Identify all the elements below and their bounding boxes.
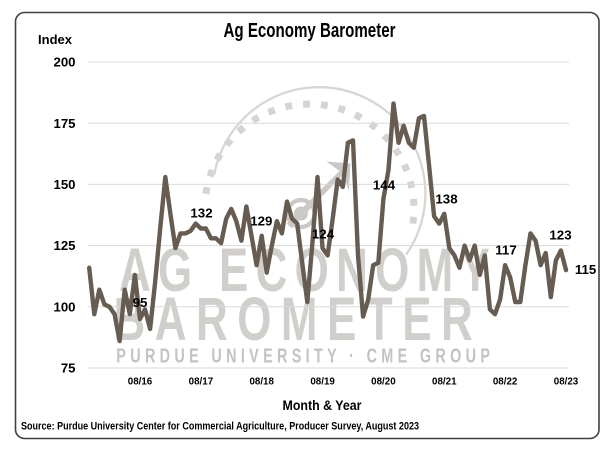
svg-text:Ag Economy Barometer: Ag Economy Barometer [224,20,396,42]
svg-text:08/17: 08/17 [189,375,214,387]
svg-text:08/22: 08/22 [493,375,518,387]
svg-text:117: 117 [495,242,516,257]
svg-text:75: 75 [61,361,76,376]
svg-text:115: 115 [575,262,597,277]
svg-text:124: 124 [312,227,335,242]
svg-text:08/19: 08/19 [310,375,335,387]
svg-text:08/18: 08/18 [249,375,274,387]
svg-text:08/20: 08/20 [371,375,396,387]
svg-text:150: 150 [53,177,75,192]
svg-text:Source: Purdue University Cent: Source: Purdue University Center for Com… [21,421,419,433]
svg-text:Index: Index [38,32,73,47]
svg-text:200: 200 [53,55,75,70]
svg-text:95: 95 [133,295,148,310]
svg-text:129: 129 [250,214,272,229]
svg-text:125: 125 [53,238,75,253]
svg-text:08/21: 08/21 [432,375,457,387]
svg-text:138: 138 [435,192,457,207]
svg-text:Month & Year: Month & Year [283,398,363,413]
svg-text:08/16: 08/16 [128,375,153,387]
svg-text:100: 100 [53,299,75,314]
svg-text:08/23: 08/23 [554,375,579,387]
svg-text:123: 123 [549,228,571,243]
svg-text:144: 144 [373,178,396,193]
svg-text:175: 175 [53,116,75,131]
svg-text:BAROMETER: BAROMETER [114,286,473,354]
svg-text:132: 132 [190,206,212,221]
